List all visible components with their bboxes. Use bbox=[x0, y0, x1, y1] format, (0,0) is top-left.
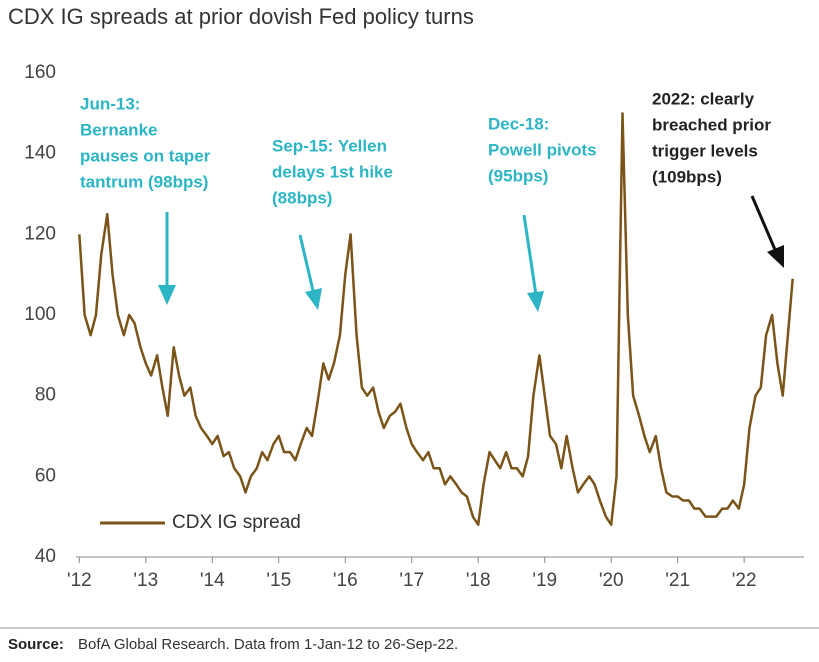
x-tick-label: '14 bbox=[200, 570, 225, 591]
arrow-2022 bbox=[750, 195, 784, 268]
annotation: (109bps) bbox=[652, 167, 722, 186]
y-tick-label: 160 bbox=[24, 62, 56, 83]
source-text: BofA Global Research. Data from 1-Jan-12… bbox=[78, 636, 458, 653]
data-line bbox=[78, 112, 794, 526]
chart-title: CDX IG spreads at prior dovish Fed polic… bbox=[8, 4, 474, 29]
annotation: trigger levels bbox=[652, 141, 758, 160]
annotation: Powell pivots bbox=[488, 140, 597, 159]
annotation: delays 1st hike bbox=[272, 162, 393, 181]
y-tick-label: 120 bbox=[24, 223, 56, 244]
y-tick-label: 60 bbox=[35, 465, 56, 486]
annotation: breached prior bbox=[652, 115, 771, 134]
x-tick-label: '13 bbox=[133, 570, 158, 591]
source-label: Source: bbox=[8, 636, 64, 653]
annotation: (95bps) bbox=[488, 166, 548, 185]
y-tick-label: 40 bbox=[35, 546, 56, 567]
y-tick-label: 100 bbox=[24, 304, 56, 325]
x-tick-label: '22 bbox=[732, 570, 757, 591]
annotation: Jun-13: bbox=[80, 94, 140, 113]
annotation: Sep-15: Yellen bbox=[272, 136, 387, 155]
x-tick-label: '20 bbox=[599, 570, 624, 591]
annotation: Dec-18: bbox=[488, 114, 549, 133]
annotation: pauses on taper bbox=[80, 146, 211, 165]
annotation: 2022: clearly bbox=[652, 89, 755, 108]
annotation: (88bps) bbox=[272, 188, 332, 207]
x-tick-label: '17 bbox=[399, 570, 424, 591]
y-tick-label: 140 bbox=[24, 143, 56, 164]
annotation: Bernanke bbox=[80, 120, 157, 139]
x-tick-label: '19 bbox=[532, 570, 557, 591]
annotation: tantrum (98bps) bbox=[80, 172, 208, 191]
x-tick-label: '18 bbox=[466, 570, 491, 591]
arrows bbox=[158, 212, 544, 312]
x-tick-label: '21 bbox=[665, 570, 690, 591]
y-tick-label: 80 bbox=[35, 385, 56, 406]
x-tick-label: '16 bbox=[333, 570, 358, 591]
x-tick-label: '12 bbox=[67, 570, 92, 591]
legend-label: CDX IG spread bbox=[172, 512, 301, 533]
x-tick-label: '15 bbox=[266, 570, 291, 591]
